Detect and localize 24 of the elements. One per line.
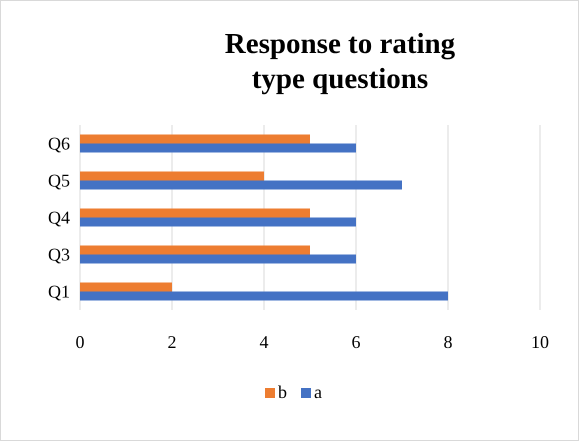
- y-tick-label: Q6: [48, 134, 70, 154]
- x-tick-label: 2: [168, 332, 176, 352]
- bar: [80, 282, 172, 292]
- bar: [80, 144, 356, 152]
- y-tick-label: Q3: [48, 244, 70, 264]
- x-tick-label: 0: [76, 332, 84, 352]
- bar: [80, 292, 448, 300]
- x-tick-label: 4: [260, 332, 268, 352]
- y-tick-label: Q4: [48, 208, 70, 228]
- bar: [80, 172, 264, 180]
- legend-label: a: [314, 382, 322, 402]
- chart-title: Response to rating type questions: [224, 28, 456, 95]
- legend-label: b: [278, 382, 287, 402]
- y-tick-label: Q5: [48, 170, 70, 190]
- x-tick-label: 6: [352, 332, 360, 352]
- bar: [80, 218, 356, 226]
- bar: [80, 134, 310, 144]
- bar: [80, 180, 402, 190]
- x-tick-label: 10: [531, 332, 549, 352]
- bar: [80, 246, 310, 254]
- y-tick-label: Q1: [48, 282, 70, 302]
- x-tick-label: 8: [444, 332, 452, 352]
- bar: [80, 254, 356, 264]
- bar: [80, 208, 310, 218]
